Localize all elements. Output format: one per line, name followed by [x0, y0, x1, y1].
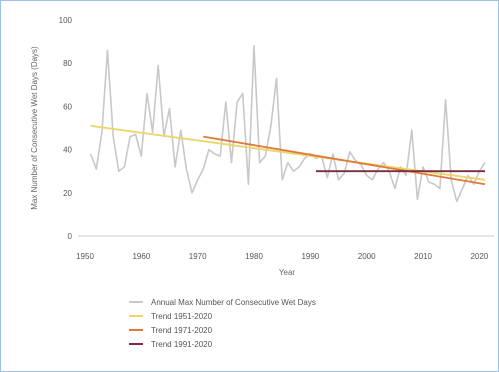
legend-label: Annual Max Number of Consecutive Wet Day…	[151, 298, 316, 307]
y-tick-label: 80	[63, 59, 72, 68]
y-tick-label: 20	[63, 189, 72, 198]
y-tick-label: 60	[63, 102, 72, 111]
x-tick-label: 1960	[132, 252, 150, 261]
x-tick-label: 2020	[470, 252, 488, 261]
y-tick-label: 0	[68, 232, 73, 241]
series-group	[89, 45, 486, 203]
legend-label: Trend 1951-2020	[151, 312, 213, 321]
y-axis-title-line1: Max Number of Consecutive Wet Days (Days…	[30, 46, 39, 210]
trend-line-2	[203, 135, 486, 186]
x-tick-label: 2000	[358, 252, 376, 261]
y-axis-ticks: 0 20 40 60 80 100	[59, 16, 73, 241]
x-axis-ticks: 1950 1960 1970 1980 1990 2000 2010 2020	[76, 252, 489, 261]
x-tick-label: 2010	[414, 252, 432, 261]
legend: Annual Max Number of Consecutive Wet Day…	[129, 298, 316, 349]
y-tick-label: 40	[63, 146, 72, 155]
x-tick-label: 1990	[301, 252, 319, 261]
legend-label: Trend 1991-2020	[151, 340, 213, 349]
legend-label: Trend 1971-2020	[151, 326, 213, 335]
x-tick-label: 1970	[189, 252, 207, 261]
x-axis-title: Year	[279, 268, 296, 277]
x-tick-label: 1980	[245, 252, 263, 261]
series-line-annual	[89, 45, 486, 203]
x-tick-label: 1950	[76, 252, 94, 261]
y-tick-label: 100	[59, 16, 73, 25]
